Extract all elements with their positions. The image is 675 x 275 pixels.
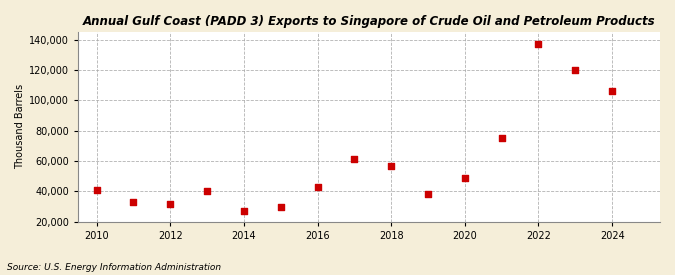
Point — [423, 192, 433, 197]
Point — [165, 201, 176, 206]
Text: Source: U.S. Energy Information Administration: Source: U.S. Energy Information Administ… — [7, 263, 221, 272]
Point — [460, 175, 470, 180]
Point — [607, 89, 618, 93]
Title: Annual Gulf Coast (PADD 3) Exports to Singapore of Crude Oil and Petroleum Produ: Annual Gulf Coast (PADD 3) Exports to Si… — [83, 15, 655, 28]
Point — [349, 157, 360, 162]
Point — [275, 204, 286, 209]
Point — [238, 209, 249, 213]
Y-axis label: Thousand Barrels: Thousand Barrels — [15, 84, 25, 169]
Point — [386, 163, 397, 168]
Point — [91, 188, 102, 192]
Point — [496, 136, 507, 141]
Point — [570, 68, 580, 72]
Point — [128, 200, 139, 204]
Point — [202, 189, 213, 194]
Point — [312, 185, 323, 189]
Point — [533, 42, 544, 46]
